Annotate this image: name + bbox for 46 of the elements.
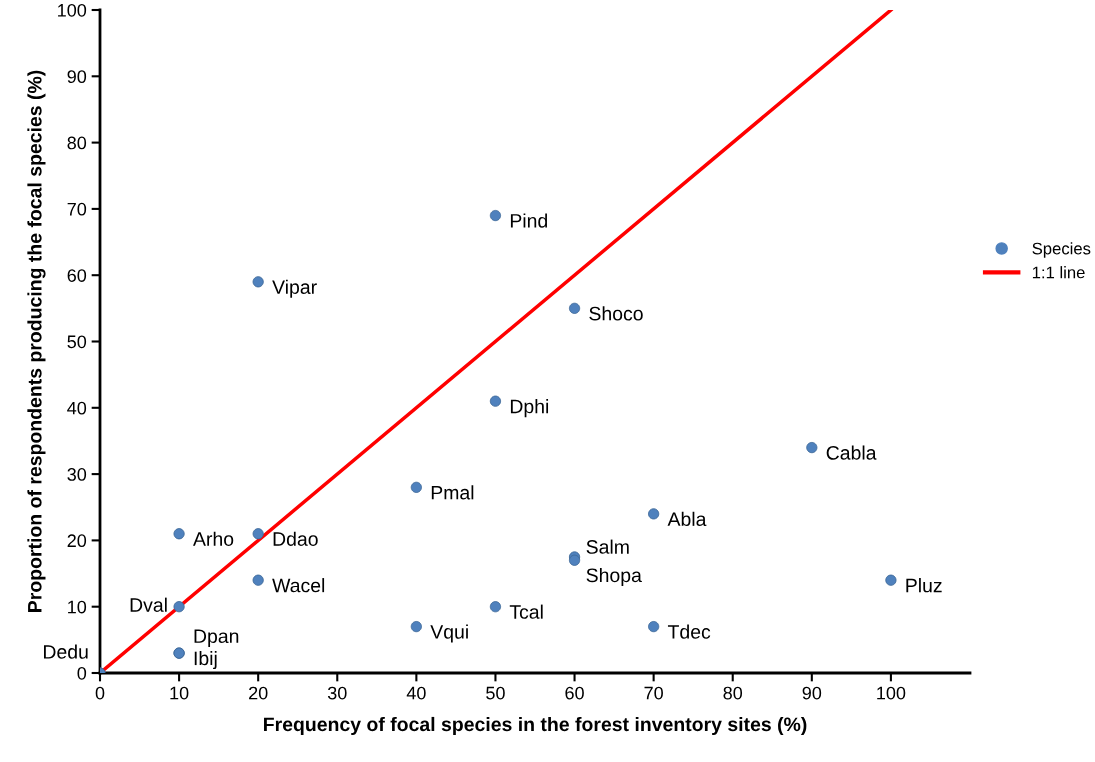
y-tick-label: 50 [67,335,87,349]
annotation: Ddao [273,531,318,546]
y-tick-label: 80 [67,136,87,150]
x-tick-label: 90 [802,686,822,700]
annotation: Shoco [589,306,643,321]
x-tick-label: 80 [723,686,743,700]
annotation: Dval [130,597,167,612]
y-tick-label: 60 [67,269,87,282]
annotation: Cabla [826,445,877,460]
annotation: Shopa [586,567,642,587]
x-axis-title: Frequency of focal species in the forest inventory sites (%) [264,716,807,736]
x-tick-label: 40 [406,686,426,700]
annotation: Dedu [44,644,88,659]
annotation: Ibij [194,650,217,670]
annotation: Vqui [430,624,468,643]
annotation: Arho [193,531,234,546]
legend-label: 1:1 line [1032,266,1085,279]
annotation: Wacel [272,578,325,593]
annotation: Tdec [667,624,711,639]
annotation: Dphi [510,399,549,418]
x-tick-label: 20 [249,686,268,700]
annotation: Vipar [272,279,317,298]
x-tick-label: 100 [877,686,906,700]
annotation: Tcal [509,604,543,619]
y-tick-label: 0 [77,666,87,680]
y-tick-label: 30 [67,468,87,481]
x-tick-label: 0 [95,686,105,700]
legend-label: Species [1032,242,1091,258]
y-tick-label: 10 [68,600,87,614]
x-tick-label: 50 [486,686,505,700]
x-tick-label: 30 [327,686,347,700]
y-tick-label: 20 [67,534,87,548]
annotation: Pmal [431,485,474,500]
y-tick-label: 100 [58,3,87,17]
y-tick-label: 40 [67,401,87,415]
annotation: Abla [667,511,707,527]
x-tick-label: 10 [170,686,189,700]
annotation: Salm [586,539,629,554]
y-axis-title: Proportion of respondents producing the focal species (%) [27,70,46,612]
y-tick-label: 90 [67,70,87,84]
x-tick-label: 70 [644,686,663,700]
y-tick-label: 70 [67,202,87,216]
annotation: Pluz [906,578,942,593]
annotation: Dpan [194,629,239,647]
x-tick-label: 60 [565,686,584,700]
annotation: Pind [510,213,548,228]
